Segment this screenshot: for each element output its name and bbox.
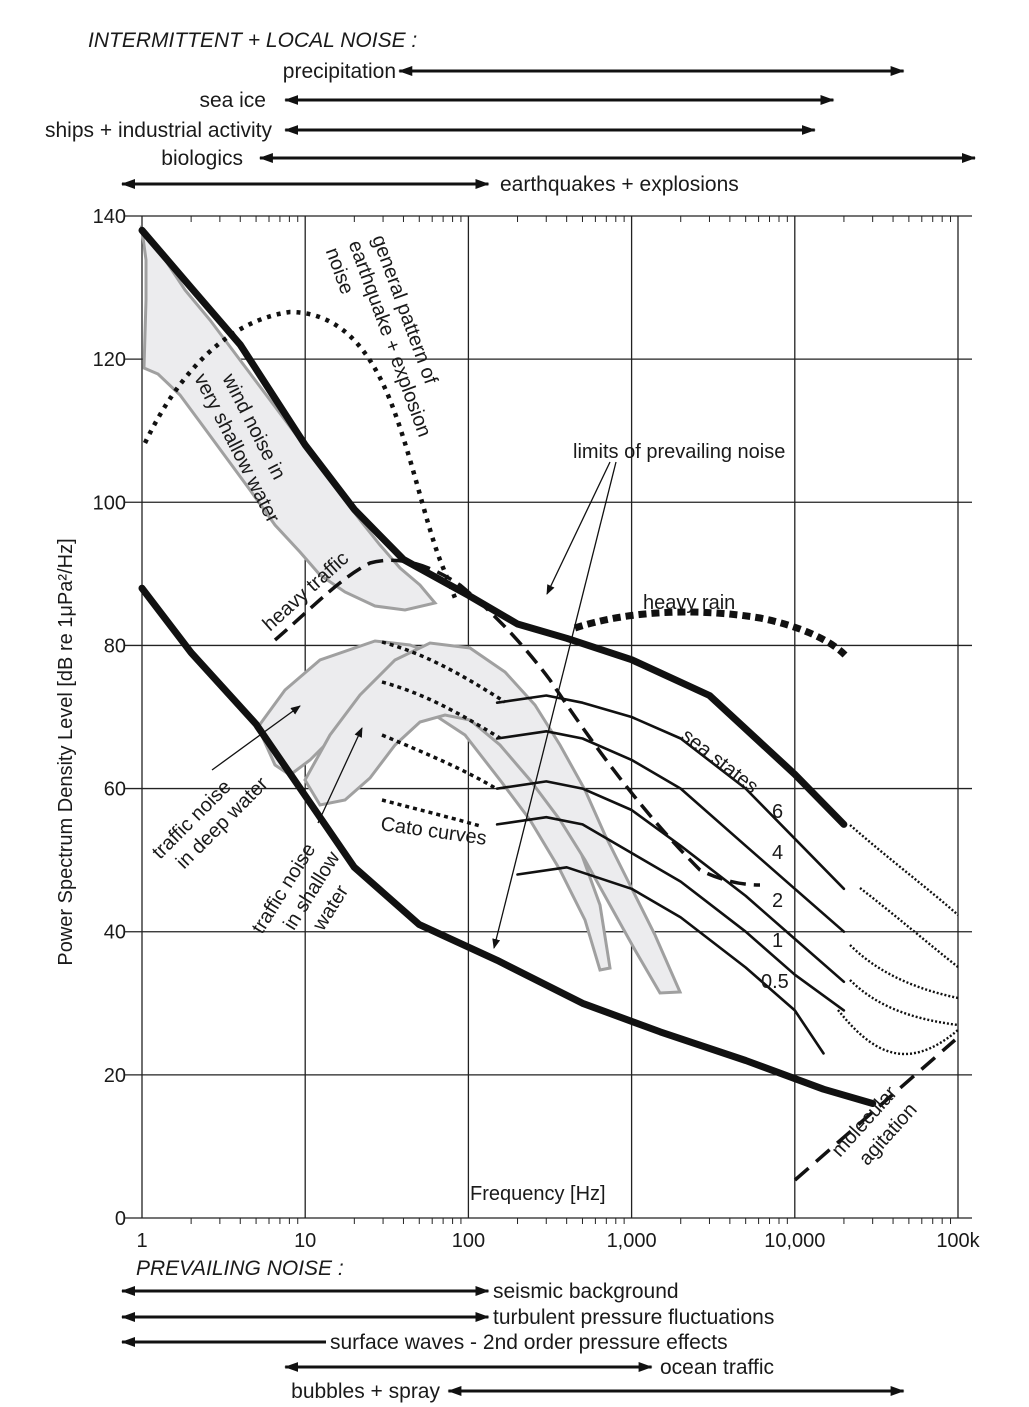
y-tick-label-7: 140	[93, 206, 126, 228]
high-frequency-extensions	[837, 824, 959, 1056]
y-axis-label: Power Spectrum Density Level [dB re 1μPa…	[55, 538, 77, 965]
limits-label: limits of prevailing noise	[573, 441, 785, 463]
x-tick-label-5: 100k	[936, 1230, 980, 1252]
heavy-rain-curve	[573, 608, 848, 658]
x-tick-label-2: 100	[452, 1230, 485, 1252]
series-line-6	[516, 866, 825, 1055]
series-line-3	[495, 730, 846, 933]
cato-curves	[381, 640, 506, 828]
prevailing-title: PREVAILING NOISE :	[136, 1257, 344, 1280]
series-line-5	[495, 815, 846, 1012]
y-tick-label-3: 60	[104, 779, 126, 801]
earthquake-pattern-curve	[142, 309, 458, 599]
x-tick-labels: 1 10 100 1,000 10,000 100k	[136, 1230, 980, 1252]
sea-state-1-label: 1	[772, 930, 783, 952]
bottom-ranges-label-0: seismic background	[493, 1280, 679, 1303]
bottom-ranges-label-bg-2	[326, 1328, 796, 1356]
series-line-2	[495, 694, 846, 891]
y-tick-label-0: 0	[115, 1208, 126, 1230]
x-tick-label-0: 1	[136, 1230, 147, 1252]
sea-state-05-label: 0.5	[761, 971, 789, 993]
intermittent-title: INTERMITTENT + LOCAL NOISE :	[88, 29, 417, 52]
plot-area: 0 20 40 60 80 100 120 140 1 10 100 1,000 10,000 100k	[55, 206, 981, 1252]
top-ranges-label-3: biologics	[161, 147, 243, 170]
molecular-agitation-line	[793, 1038, 957, 1182]
traffic-shallow-region	[303, 641, 683, 995]
x-tick-label-1: 10	[294, 1230, 316, 1252]
cato-label: Cato curves	[379, 813, 488, 850]
x-tick-label-4: 10,000	[764, 1230, 825, 1252]
bottom-ranges-label-1: turbulent pressure fluctuations	[493, 1306, 774, 1329]
series-line-0	[138, 226, 848, 828]
series-line-1	[138, 584, 877, 1107]
y-tick-label-2: 40	[104, 922, 126, 944]
sea-state-6-label: 6	[772, 801, 783, 823]
y-tick-labels: 0 20 40 60 80 100 120 140	[93, 206, 126, 1230]
earthquake-pattern-label: general pattern of earthquake + explosio…	[321, 232, 442, 440]
wind-noise-region	[139, 224, 438, 612]
bottom-ranges-label-2: surface waves - 2nd order pressure effec…	[330, 1331, 728, 1354]
grid	[124, 215, 972, 1224]
top-ranges-label-4: earthquakes + explosions	[500, 173, 739, 196]
top-ranges-label-1: sea ice	[199, 89, 266, 112]
y-tick-label-5: 100	[93, 492, 126, 514]
annotation-arrows	[211, 461, 617, 949]
data-series	[138, 226, 877, 1107]
intermittent-noise-section: INTERMITTENT + LOCAL NOISE : precipitati…	[45, 29, 976, 196]
bottom-ranges-label-3: ocean traffic	[660, 1356, 774, 1379]
traffic-deep-label: traffic noise in deep water	[148, 773, 273, 874]
series-line-4	[495, 780, 846, 984]
x-axis-label: Frequency [Hz]	[470, 1183, 606, 1205]
top-ranges-label-0: precipitation	[283, 60, 396, 83]
top-ranges-label-2: ships + industrial activity	[45, 119, 273, 142]
sea-state-2-label: 2	[772, 890, 783, 912]
bottom-ranges-label-4: bubbles + spray	[291, 1380, 440, 1403]
heavy-traffic-curve	[273, 558, 761, 887]
sea-state-4-label: 4	[772, 842, 783, 864]
prevailing-noise-section: PREVAILING NOISE : seismic background tur…	[121, 1257, 905, 1403]
x-tick-label-3: 1,000	[607, 1230, 657, 1252]
y-tick-label-1: 20	[104, 1065, 126, 1087]
heavy-rain-label: heavy rain	[643, 592, 735, 614]
y-tick-label-4: 80	[104, 635, 126, 657]
y-tick-label-6: 120	[93, 349, 126, 371]
